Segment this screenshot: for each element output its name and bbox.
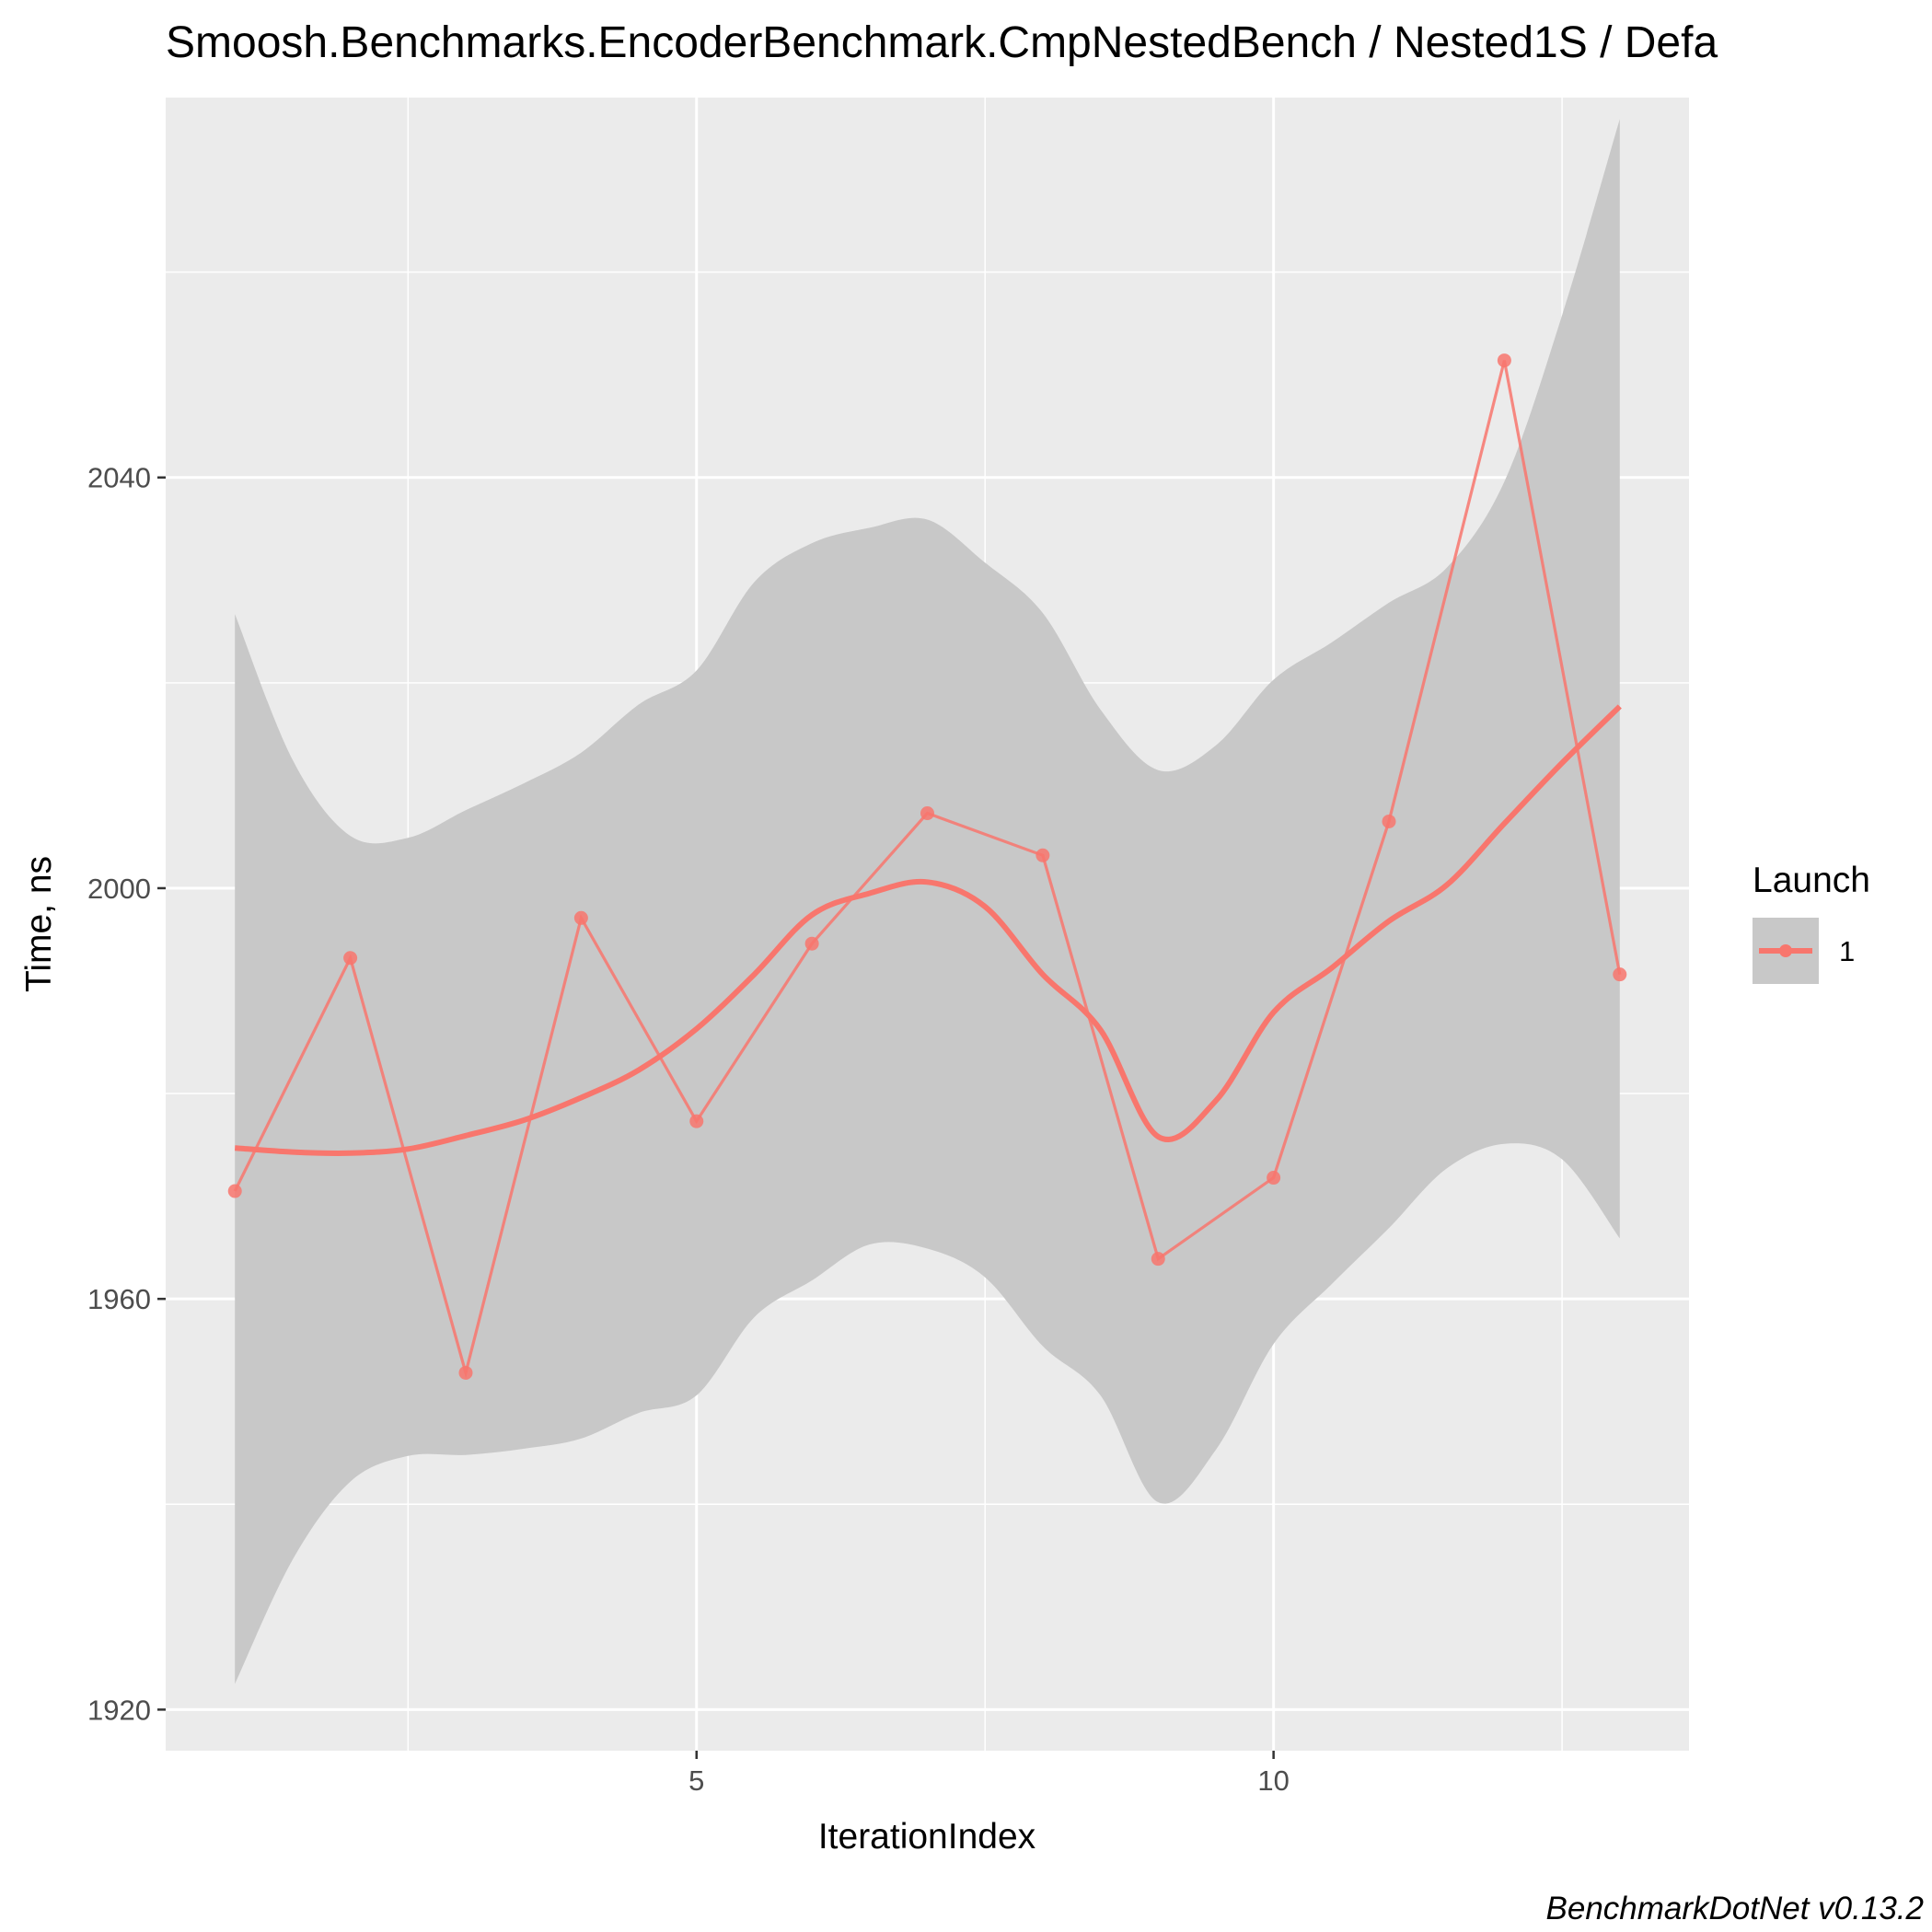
y-tick-label: 2000	[87, 873, 151, 905]
legend-key-point	[1779, 944, 1792, 957]
smoothed-trend-line	[235, 704, 1622, 1156]
y-axis: 1920 1960 2000 2040	[87, 462, 166, 1726]
y-tick-label: 1920	[87, 1694, 151, 1726]
chart-title: Smoosh.Benchmarks.EncoderBenchmark.CmpNe…	[166, 18, 1718, 67]
data-point	[458, 1365, 473, 1380]
x-axis: 5 10	[688, 1751, 1290, 1797]
x-tick-label: 10	[1257, 1764, 1289, 1797]
y-tick-label: 1960	[87, 1283, 151, 1315]
legend-label-1: 1	[1839, 935, 1855, 967]
data-point	[573, 910, 588, 925]
data-point	[1382, 814, 1396, 828]
data-point	[689, 1114, 704, 1128]
caption: BenchmarkDotNet v0.13.2	[1546, 1891, 1924, 1926]
legend-title: Launch	[1753, 861, 1870, 900]
data-point	[920, 806, 934, 821]
data-point	[227, 1184, 242, 1198]
y-axis-title: Time, ns	[19, 856, 59, 992]
legend: Launch 1	[1753, 861, 1870, 984]
confidence-ribbon	[235, 119, 1620, 1684]
x-axis-title: IterationIndex	[818, 1817, 1036, 1857]
x-tick-label: 5	[688, 1764, 704, 1797]
y-tick-label: 2040	[87, 462, 151, 494]
data-point	[1151, 1252, 1165, 1267]
data-points	[227, 353, 1627, 1380]
data-point	[1267, 1171, 1281, 1186]
data-point	[1497, 353, 1511, 368]
data-point	[804, 936, 819, 951]
data-point	[343, 951, 358, 966]
data-point	[1613, 967, 1627, 982]
data-point	[1035, 848, 1050, 862]
